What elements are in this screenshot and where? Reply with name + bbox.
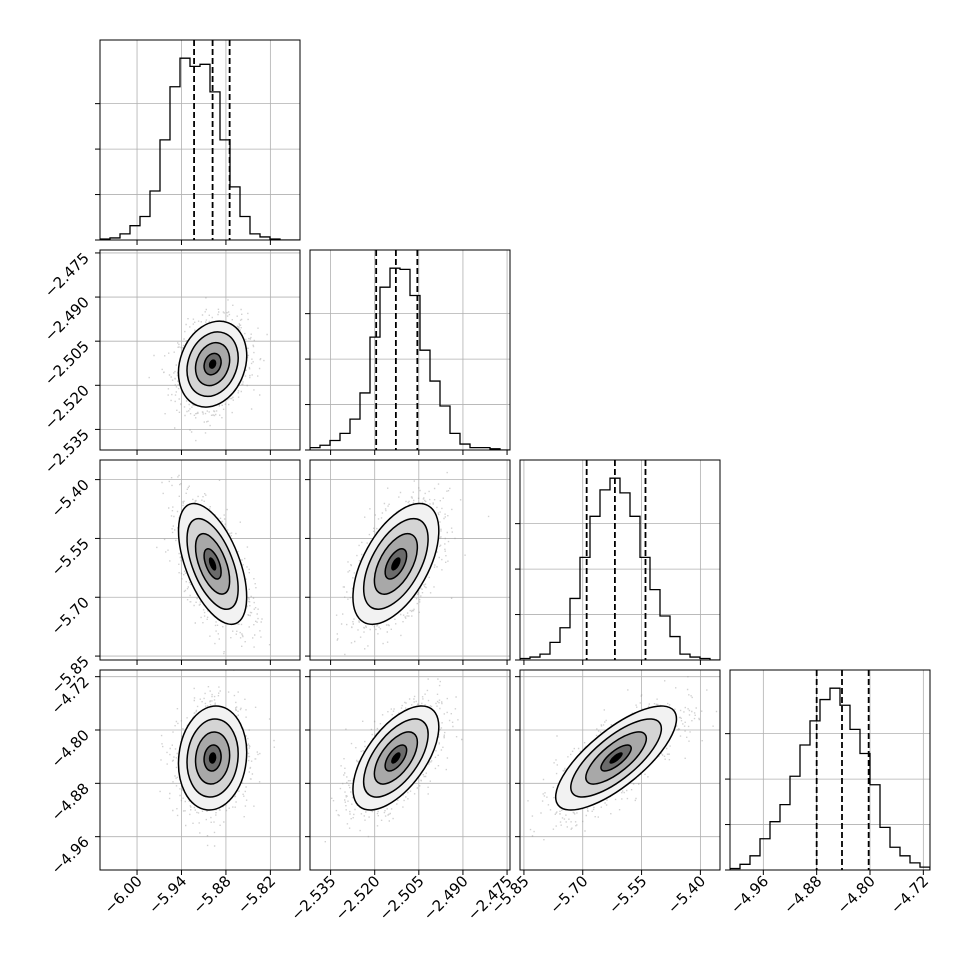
y-tick-label: −5.70 <box>48 593 93 638</box>
y-tick-label: −2.475 <box>41 249 93 301</box>
panel-frame <box>309 669 511 871</box>
density-peak <box>391 557 401 571</box>
x-tick-label: −5.88 <box>190 872 235 917</box>
panel-frame <box>729 669 931 871</box>
y-tick-label: −4.88 <box>48 779 93 824</box>
scatter-panel-p2-p3 <box>515 669 721 875</box>
density-peak <box>391 752 401 764</box>
density-peak <box>208 557 217 571</box>
density-peak <box>208 359 217 369</box>
scatter-panel-p0-p1 <box>95 249 301 455</box>
histogram-step <box>100 57 300 240</box>
panel-frame <box>309 459 511 661</box>
x-tick-label: −2.520 <box>332 872 384 924</box>
x-tick-label: −5.55 <box>605 872 650 917</box>
y-tick-label: −2.490 <box>41 293 93 345</box>
y-tick-label: −5.40 <box>48 476 93 521</box>
histogram-panel-p3 <box>725 669 931 875</box>
histogram-step <box>310 267 510 450</box>
density-peak <box>609 752 623 764</box>
panel-frame <box>309 249 511 451</box>
panel-frame <box>99 39 301 241</box>
histogram-step <box>730 687 930 870</box>
panel-frame <box>99 669 301 871</box>
panel-frame <box>519 459 721 661</box>
y-tick-label: −2.520 <box>41 381 93 433</box>
x-tick-label: −4.88 <box>780 872 825 917</box>
y-tick-label: −4.96 <box>48 833 93 878</box>
x-tick-label: −5.94 <box>145 872 190 917</box>
x-tick-label: −4.96 <box>727 872 772 917</box>
scatter-panel-p0-p2 <box>95 459 301 665</box>
histogram-step <box>520 477 720 660</box>
y-tick-label: −5.55 <box>48 535 93 580</box>
x-tick-label: −2.505 <box>376 872 428 924</box>
histogram-panel-p0 <box>95 39 301 245</box>
x-tick-label: −4.80 <box>834 872 879 917</box>
x-tick-label: −5.82 <box>234 872 279 917</box>
histogram-panel-p2 <box>515 459 721 665</box>
panel-frame <box>99 249 301 451</box>
panel-frame <box>519 669 721 871</box>
y-tick-label: −2.535 <box>41 426 93 478</box>
histogram-panel-p1 <box>305 249 511 455</box>
x-tick-label: −5.40 <box>664 872 709 917</box>
scatter-panel-p1-p2 <box>305 459 511 665</box>
panel-frame <box>99 459 301 661</box>
y-tick-label: −2.505 <box>41 337 93 389</box>
scatter-panel-p1-p3 <box>305 669 511 875</box>
x-tick-label: −5.70 <box>546 872 591 917</box>
x-tick-label: −4.72 <box>887 872 932 917</box>
y-tick-label: −4.80 <box>48 726 93 771</box>
x-tick-label: −2.535 <box>287 872 339 924</box>
scatter-panel-p0-p3 <box>95 669 301 875</box>
x-tick-label: −6.00 <box>101 872 146 917</box>
x-tick-label: −2.490 <box>420 872 472 924</box>
density-peak <box>208 752 217 764</box>
